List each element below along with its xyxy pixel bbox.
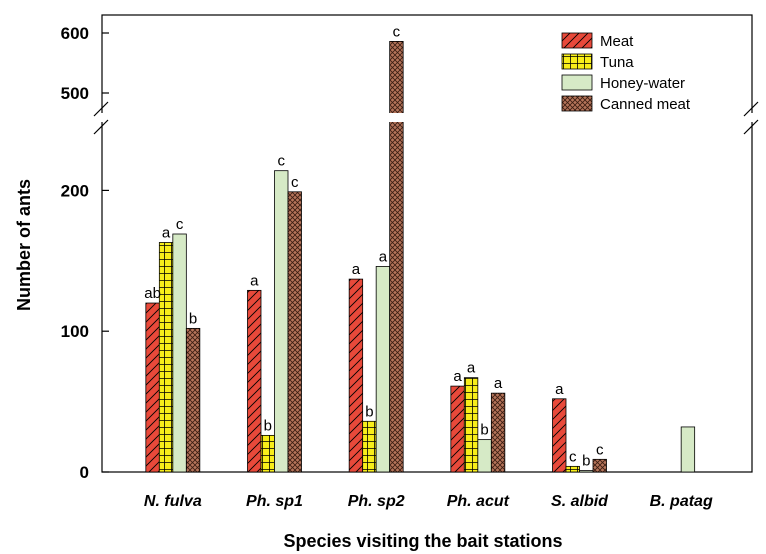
bar-significance-label: a: [453, 368, 462, 385]
bar-tuna: [565, 465, 580, 473]
bar-honey-water: [274, 170, 289, 473]
bar-significance-label: a: [352, 261, 361, 278]
legend-swatch: [561, 53, 593, 70]
bar-canned-meat: [592, 458, 607, 473]
bar-significance-label: c: [176, 216, 184, 233]
y-axis-title: Number of ants: [14, 179, 34, 311]
legend-entry: Tuna: [600, 54, 634, 71]
bar-significance-label: a: [250, 272, 259, 289]
bar-significance-label: a: [555, 381, 564, 398]
bar-tuna: [463, 377, 479, 473]
bar-honey-water: [172, 233, 187, 473]
bar-significance-label: a: [379, 248, 388, 265]
y-axis-ticks: 0 100 200 500 600: [61, 24, 109, 482]
bar-canned-meat: [185, 327, 201, 473]
bar-significance-label: b: [264, 417, 272, 434]
legend: Meat Tuna Honey-water Canned meat: [561, 32, 691, 113]
y-tick-label: 100: [61, 322, 89, 341]
bar-honey-water: [680, 426, 696, 473]
bar-significance-label: a: [162, 224, 171, 241]
break-mark: [93, 119, 109, 135]
x-tick-label: Ph. sp2: [348, 493, 405, 510]
bar-meat: [145, 302, 160, 473]
bar-significance-label: a: [494, 375, 503, 392]
x-tick-label: B. patag: [650, 493, 713, 510]
x-tick-label: Ph. acut: [447, 493, 510, 510]
x-tick-label: N. fulva: [144, 493, 202, 510]
bar-canned-meat: [389, 41, 404, 473]
x-tick-label: S. albid: [551, 493, 609, 510]
legend-swatch: [561, 32, 593, 49]
y-tick-label: 600: [61, 24, 89, 43]
plot-frame: [101, 14, 753, 473]
legend-swatch: [561, 74, 593, 91]
legend-entry: Honey-water: [600, 75, 685, 92]
bar-canned-meat: [490, 392, 506, 473]
x-axis-ticks: N. fulva Ph. sp1 Ph. sp2 Ph. acut S. albid B.…: [144, 493, 713, 510]
bar-meat: [450, 385, 465, 473]
bar-honey-water: [579, 470, 594, 473]
break-gap: [99, 113, 755, 122]
bar-significance-label: ab: [144, 285, 161, 302]
bar-honey-water: [375, 266, 391, 473]
bars: [145, 41, 696, 473]
bar-honey-water: [477, 439, 492, 473]
y-tick-label: 0: [80, 463, 89, 482]
bar-significance-label: c: [278, 153, 286, 170]
legend-swatch: [561, 95, 593, 112]
bar-meat: [247, 289, 262, 473]
bar-significance-label: c: [596, 441, 604, 458]
bar-tuna: [260, 434, 275, 473]
x-tick-label: Ph. sp1: [246, 493, 303, 510]
bar-significance-label: c: [393, 23, 401, 40]
legend-entry: Canned meat: [600, 96, 691, 113]
bar-meat: [348, 278, 364, 473]
bar-significance-label: b: [189, 310, 197, 327]
legend-entry: Meat: [600, 33, 634, 50]
bar-significance-label: b: [582, 453, 590, 470]
bar-significance-label: a: [467, 360, 476, 377]
bar-significance-label: b: [480, 422, 488, 439]
bar-significance-label: c: [569, 448, 577, 465]
axis-break: [93, 101, 759, 135]
bar-tuna: [362, 420, 377, 473]
y-tick-label: 500: [61, 84, 89, 103]
break-mark: [93, 101, 109, 117]
bar-meat: [552, 398, 567, 473]
break-mark: [743, 119, 759, 135]
break-mark: [743, 101, 759, 117]
y-tick-label: 200: [61, 181, 89, 200]
x-axis-title: Species visiting the bait stations: [283, 531, 562, 551]
plot-border: [101, 14, 753, 473]
bar-tuna: [158, 242, 174, 473]
bar-significance-label: c: [291, 174, 299, 191]
bar-significance-label: b: [365, 403, 373, 420]
bar-canned-meat: [287, 191, 302, 473]
